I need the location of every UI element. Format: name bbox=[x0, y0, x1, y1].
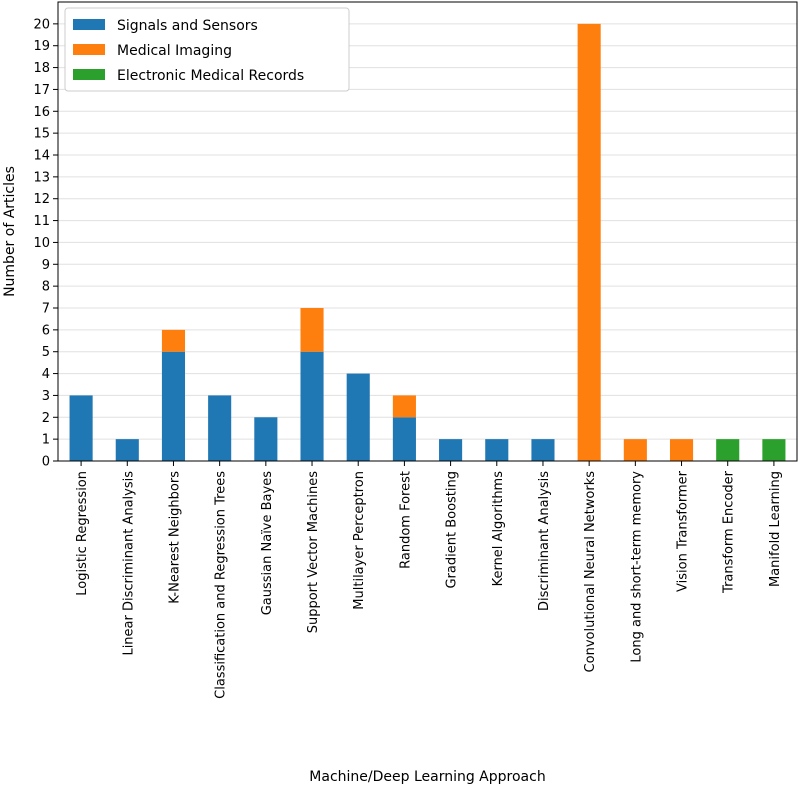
x-tick-label: Linear Discriminant Analysis bbox=[121, 471, 136, 656]
plot-frame bbox=[57, 1, 798, 462]
bar-electronic-medical-records bbox=[762, 439, 786, 461]
y-tick-label: 3 bbox=[42, 389, 50, 404]
bar-signals-and-sensors bbox=[161, 351, 186, 461]
y-axis-label: Number of Articles bbox=[2, 166, 18, 297]
bar-signals-and-sensors bbox=[485, 439, 509, 461]
x-tick-label: Random Forest bbox=[398, 471, 413, 569]
bar-electronic-medical-records bbox=[716, 439, 740, 461]
y-tick-label: 17 bbox=[33, 83, 50, 98]
legend-box bbox=[64, 7, 350, 92]
x-tick-label: Multilayer Perceptron bbox=[352, 471, 367, 610]
x-tick-label: Kernel Algorithms bbox=[491, 471, 506, 587]
legend: Signals and Sensors Medical Imaging Electr… bbox=[64, 7, 350, 92]
x-tick-label: Logistic Regression bbox=[75, 471, 90, 596]
y-tick-label: 2 bbox=[42, 411, 50, 426]
x-tick-label: Support Vector Machines bbox=[306, 471, 321, 633]
bar-signals-and-sensors bbox=[69, 395, 93, 461]
bar-medical-imaging bbox=[577, 23, 601, 461]
bar-signals-and-sensors bbox=[115, 439, 139, 461]
x-tick-label: Classification and Regression Trees bbox=[214, 471, 229, 699]
bar-medical-imaging bbox=[392, 395, 416, 418]
y-tick-label: 9 bbox=[42, 258, 50, 273]
legend-label: Signals and Sensors bbox=[117, 18, 258, 34]
bar-signals-and-sensors bbox=[439, 439, 463, 461]
bar-signals-and-sensors bbox=[208, 395, 232, 461]
bar-signals-and-sensors bbox=[346, 373, 370, 461]
x-axis-label: Machine/Deep Learning Approach bbox=[309, 769, 545, 785]
legend-swatch bbox=[73, 69, 105, 80]
y-tick-label: 13 bbox=[33, 170, 50, 185]
bar-signals-and-sensors bbox=[531, 439, 555, 461]
y-tick-label: 19 bbox=[33, 39, 50, 54]
y-tick-label: 11 bbox=[33, 214, 50, 229]
y-tick-label: 12 bbox=[33, 192, 50, 207]
bar-medical-imaging bbox=[161, 329, 186, 352]
y-tick-label: 1 bbox=[42, 433, 50, 448]
bar-medical-imaging bbox=[669, 439, 694, 461]
y-tick-label: 16 bbox=[33, 105, 50, 120]
y-tick-label: 15 bbox=[33, 127, 50, 142]
x-tick-label: K-Nearest Neighbors bbox=[167, 471, 182, 604]
x-tick-label: Discriminant Analysis bbox=[537, 471, 552, 611]
y-tick-label: 4 bbox=[42, 367, 50, 382]
y-tick-label: 6 bbox=[42, 323, 50, 338]
x-tick-label: Manifold Learning bbox=[768, 471, 783, 587]
x-tick-label: Vision Transformer bbox=[676, 470, 691, 592]
x-tick-label: Long and short-term memory bbox=[629, 471, 644, 663]
x-tick-label: Transform Encoder bbox=[722, 470, 737, 594]
bar-medical-imaging bbox=[300, 308, 324, 352]
y-tick-label: 8 bbox=[42, 280, 50, 295]
y-tick-label: 14 bbox=[33, 149, 50, 164]
legend-label: Medical Imaging bbox=[117, 43, 232, 59]
x-tick-label: Gradient Boosting bbox=[445, 471, 460, 589]
bar-signals-and-sensors bbox=[254, 417, 278, 461]
y-tick-label: 20 bbox=[33, 17, 50, 32]
bar-signals-and-sensors bbox=[392, 417, 416, 461]
x-tick-label: Convolutional Neural Networks bbox=[583, 471, 598, 673]
y-tick-label: 18 bbox=[33, 61, 50, 76]
x-axis-ticks: Logistic Regression Linear Discriminant A… bbox=[75, 461, 783, 699]
x-tick-label: Gaussian Naïve Bayes bbox=[260, 471, 275, 615]
bars bbox=[69, 23, 786, 461]
y-tick-label: 0 bbox=[42, 455, 50, 470]
legend-swatch bbox=[73, 44, 105, 55]
legend-swatch bbox=[73, 19, 105, 30]
bar-medical-imaging bbox=[623, 439, 647, 461]
y-tick-label: 10 bbox=[33, 236, 50, 251]
y-tick-label: 7 bbox=[42, 302, 50, 317]
y-tick-label: 5 bbox=[42, 345, 50, 360]
bar-signals-and-sensors bbox=[300, 351, 324, 461]
legend-label: Electronic Medical Records bbox=[117, 68, 304, 84]
